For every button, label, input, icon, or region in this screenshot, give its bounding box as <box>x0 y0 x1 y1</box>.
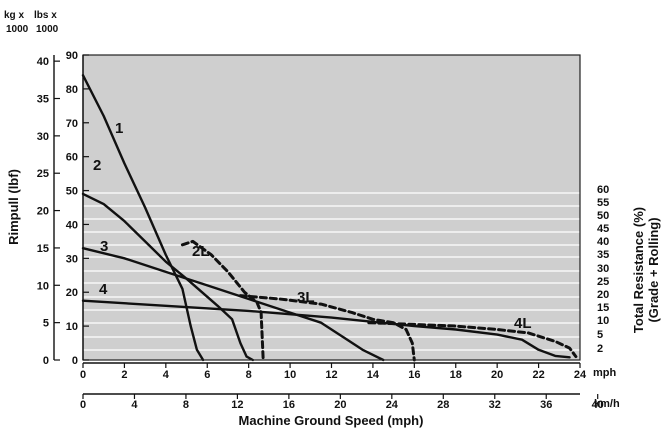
x-tick-mph-0: 0 <box>80 369 86 381</box>
x-tick-kmh-40: 40 <box>592 399 604 411</box>
x-tick-kmh-0: 0 <box>80 399 86 411</box>
resistance-label-5: 5 <box>597 329 603 341</box>
curve-4L <box>367 321 578 359</box>
y-tick-lbs-60: 60 <box>66 152 78 164</box>
x-tick-mph-6: 6 <box>204 369 210 381</box>
y-tick-lbs-40: 40 <box>66 219 78 231</box>
x-tick-kmh-32: 32 <box>489 399 501 411</box>
x-tick-mph-10: 10 <box>284 369 296 381</box>
resistance-label-30: 30 <box>597 263 609 275</box>
x-axis-title: Machine Ground Speed (mph) <box>239 413 424 428</box>
x-unit-kmh: km/h <box>594 398 620 410</box>
y-tick-lbs-10: 10 <box>66 321 78 333</box>
x-tick-kmh-20: 20 <box>334 399 346 411</box>
y-tick-lbs-20: 20 <box>66 287 78 299</box>
x-axis-kmh: 0 4 8 12 16 20 24 28 32 36 40 km/h <box>80 393 620 411</box>
x-tick-mph-22: 22 <box>532 369 544 381</box>
x-tick-kmh-24: 24 <box>386 399 399 411</box>
y-axis-kg: 0 5 10 15 20 25 30 35 40 <box>37 56 60 367</box>
y-tick-lbs-70: 70 <box>66 118 78 130</box>
y2-axis-title-line2: (Grade + Rolling) <box>646 217 661 322</box>
plot-background <box>83 55 580 360</box>
resistance-label-2: 2 <box>597 343 603 355</box>
left-header-lbs-line2: 1000 <box>36 24 59 35</box>
left-header-kg-line2: 1000 <box>6 24 29 35</box>
y-tick-lbs-30: 30 <box>66 253 78 265</box>
curve-label-2: 2 <box>93 157 101 174</box>
resistance-label-55: 55 <box>597 197 609 209</box>
y-tick-kg-0: 0 <box>43 355 49 367</box>
y-tick-kg-20: 20 <box>37 206 49 218</box>
curve-label-2L: 2L <box>192 243 210 260</box>
curve-4 <box>81 299 571 359</box>
y-axis-lbs: 0 10 20 30 40 50 60 70 80 90 <box>66 50 89 367</box>
y-tick-kg-15: 15 <box>37 243 49 255</box>
resistance-label-60: 60 <box>597 184 609 196</box>
x-tick-mph-16: 16 <box>408 369 420 381</box>
y-tick-kg-25: 25 <box>37 168 49 180</box>
x-tick-kmh-8: 8 <box>183 399 189 411</box>
y-tick-lbs-90: 90 <box>66 50 78 62</box>
left-axes <box>53 55 84 360</box>
resistance-lines <box>83 192 580 351</box>
curve-label-3: 3 <box>100 238 108 255</box>
x-tick-kmh-28: 28 <box>437 399 449 411</box>
x-tick-mph-12: 12 <box>325 369 337 381</box>
y-tick-kg-40: 40 <box>37 56 49 68</box>
x-tick-kmh-16: 16 <box>283 399 295 411</box>
curve-label-1: 1 <box>115 120 123 137</box>
curve-label-4L: 4L <box>514 315 532 332</box>
x-tick-kmh-36: 36 <box>540 399 552 411</box>
x-tick-mph-20: 20 <box>491 369 503 381</box>
curve-2L <box>180 239 265 362</box>
curve-3L <box>238 294 416 362</box>
x-tick-mph-24: 24 <box>574 369 587 381</box>
x-tick-mph-14: 14 <box>367 369 380 381</box>
curve-3 <box>81 247 385 362</box>
resistance-label-35: 35 <box>597 249 609 261</box>
y-tick-lbs-80: 80 <box>66 84 78 96</box>
curve-1 <box>81 74 205 362</box>
y-tick-kg-10: 10 <box>37 280 49 292</box>
resistance-label-25: 25 <box>597 276 609 288</box>
curve-label-3L: 3L <box>297 289 315 306</box>
left-header-lbs-line1: lbs x <box>34 10 57 21</box>
y-tick-kg-35: 35 <box>37 94 49 106</box>
x-tick-mph-2: 2 <box>121 369 127 381</box>
resistance-label-45: 45 <box>597 223 609 235</box>
x-axis-mph: 0 2 4 6 8 10 12 14 16 18 20 22 24 mph <box>80 362 617 381</box>
x-tick-kmh-12: 12 <box>231 399 243 411</box>
resistance-label-40: 40 <box>597 236 609 248</box>
resistance-label-10: 10 <box>597 315 609 327</box>
x-tick-mph-4: 4 <box>163 369 170 381</box>
resistance-label-50: 50 <box>597 210 609 222</box>
resistance-label-20: 20 <box>597 289 609 301</box>
curve-label-4: 4 <box>99 281 108 298</box>
x-tick-kmh-4: 4 <box>131 399 138 411</box>
resistance-label-15: 15 <box>597 302 609 314</box>
x-unit-mph: mph <box>593 367 617 379</box>
x-tick-mph-18: 18 <box>450 369 462 381</box>
y-tick-lbs-50: 50 <box>66 186 78 198</box>
x-tick-mph-8: 8 <box>246 369 252 381</box>
left-header-kg-line1: kg x <box>4 10 24 21</box>
y-tick-lbs-0: 0 <box>72 355 78 367</box>
y2-axis-title-line1: Total Resistance (%) <box>631 207 646 333</box>
curve-layer: 1 2 3 4 2L 3L 4L <box>81 74 578 362</box>
y-axis-title: Rimpull (lbf) <box>6 169 21 245</box>
y-tick-kg-5: 5 <box>43 318 49 330</box>
y-tick-kg-30: 30 <box>37 131 49 143</box>
